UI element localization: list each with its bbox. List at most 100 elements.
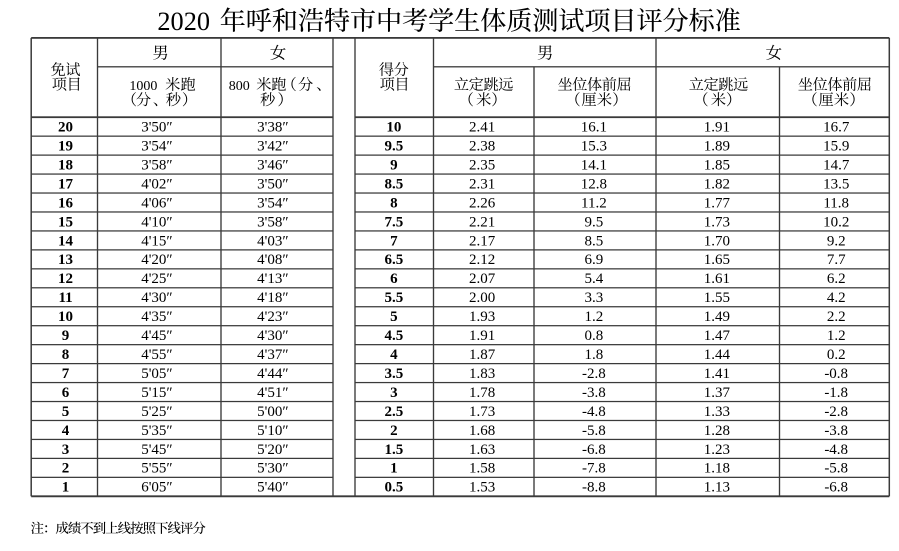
svg-text:4'03″: 4'03″: [257, 233, 288, 249]
svg-text:2.5: 2.5: [384, 404, 403, 420]
svg-text:1.41: 1.41: [704, 366, 730, 382]
svg-text:1.68: 1.68: [469, 423, 495, 439]
svg-text:16.7: 16.7: [823, 120, 850, 136]
svg-text:1.49: 1.49: [704, 309, 730, 325]
svg-text:4'51″: 4'51″: [257, 385, 288, 401]
svg-text:8: 8: [62, 347, 70, 363]
svg-text:1.61: 1.61: [704, 271, 730, 287]
svg-text:13.5: 13.5: [823, 176, 849, 192]
svg-text:3'58″: 3'58″: [141, 157, 172, 173]
svg-text:1.82: 1.82: [704, 176, 730, 192]
svg-text:-3.8: -3.8: [824, 423, 848, 439]
svg-text:3'58″: 3'58″: [257, 214, 288, 230]
svg-text:1.2: 1.2: [827, 328, 846, 344]
svg-text:1.77: 1.77: [704, 195, 731, 211]
svg-text:1.53: 1.53: [469, 480, 495, 496]
svg-text:4'13″: 4'13″: [257, 271, 288, 287]
svg-text:4'55″: 4'55″: [141, 347, 172, 363]
svg-text:6: 6: [62, 385, 70, 401]
svg-text:4'45″: 4'45″: [141, 328, 172, 344]
svg-text:3'42″: 3'42″: [257, 138, 288, 154]
svg-text:-1.8: -1.8: [824, 385, 848, 401]
svg-text:18: 18: [58, 157, 73, 173]
svg-text:6.2: 6.2: [827, 271, 846, 287]
svg-text:-2.8: -2.8: [582, 366, 606, 382]
svg-text:-5.8: -5.8: [824, 461, 848, 477]
svg-text:10: 10: [386, 120, 401, 136]
svg-text:5'00″: 5'00″: [257, 404, 288, 420]
svg-text:1.70: 1.70: [704, 233, 730, 249]
svg-text:1.28: 1.28: [704, 423, 730, 439]
svg-text:5'45″: 5'45″: [141, 442, 172, 458]
svg-text:7: 7: [62, 366, 70, 382]
svg-text:1.91: 1.91: [469, 328, 495, 344]
svg-text:2.12: 2.12: [469, 252, 495, 268]
svg-text:4'35″: 4'35″: [141, 309, 172, 325]
svg-text:8.5: 8.5: [585, 233, 604, 249]
svg-text:4'23″: 4'23″: [257, 309, 288, 325]
svg-text:5'40″: 5'40″: [257, 480, 288, 496]
svg-text:1.55: 1.55: [704, 290, 730, 306]
svg-text:1000: 1000: [129, 79, 157, 94]
svg-text:800: 800: [229, 79, 250, 94]
svg-text:10.2: 10.2: [823, 214, 849, 230]
svg-text:4: 4: [390, 347, 398, 363]
svg-text:4'30″: 4'30″: [257, 328, 288, 344]
svg-text:5'15″: 5'15″: [141, 385, 172, 401]
svg-text:14.1: 14.1: [581, 157, 607, 173]
svg-text:2.17: 2.17: [469, 233, 496, 249]
svg-text:1.85: 1.85: [704, 157, 730, 173]
svg-text:9.2: 9.2: [827, 233, 846, 249]
svg-text:2.38: 2.38: [469, 138, 495, 154]
svg-text:5'30″: 5'30″: [257, 461, 288, 477]
svg-text:1.65: 1.65: [704, 252, 730, 268]
svg-text:4'30″: 4'30″: [141, 290, 172, 306]
svg-text:4.2: 4.2: [827, 290, 846, 306]
svg-text:13: 13: [58, 252, 73, 268]
svg-text:2.31: 2.31: [469, 176, 495, 192]
svg-text:7.5: 7.5: [384, 214, 403, 230]
svg-text:1.93: 1.93: [469, 309, 495, 325]
svg-text:0.2: 0.2: [827, 347, 846, 363]
svg-text:11.8: 11.8: [823, 195, 849, 211]
svg-text:11.2: 11.2: [581, 195, 607, 211]
svg-text:3'54″: 3'54″: [141, 138, 172, 154]
svg-text:1.13: 1.13: [704, 480, 730, 496]
svg-text:4: 4: [62, 423, 70, 439]
svg-text:16: 16: [58, 195, 74, 211]
svg-text:3'54″: 3'54″: [257, 195, 288, 211]
svg-text:16.1: 16.1: [581, 120, 607, 136]
svg-text:5'35″: 5'35″: [141, 423, 172, 439]
svg-text:1: 1: [62, 480, 70, 496]
svg-text:10: 10: [58, 309, 73, 325]
svg-text:2.26: 2.26: [469, 195, 496, 211]
svg-text:-7.8: -7.8: [582, 461, 606, 477]
svg-text:11: 11: [58, 290, 72, 306]
svg-text:19: 19: [58, 138, 73, 154]
svg-text:8: 8: [390, 195, 398, 211]
svg-text:5: 5: [390, 309, 398, 325]
svg-text:1.2: 1.2: [585, 309, 604, 325]
svg-text:-5.8: -5.8: [582, 423, 606, 439]
svg-text:4'06″: 4'06″: [141, 195, 172, 211]
svg-text:12: 12: [58, 271, 73, 287]
svg-text:-2.8: -2.8: [824, 404, 848, 420]
svg-text:1.83: 1.83: [469, 366, 495, 382]
svg-text:0.5: 0.5: [384, 480, 403, 496]
svg-text:0.8: 0.8: [585, 328, 604, 344]
svg-text:12.8: 12.8: [581, 176, 607, 192]
svg-text:2: 2: [390, 423, 398, 439]
svg-text:1.18: 1.18: [704, 461, 730, 477]
svg-text:9.5: 9.5: [585, 214, 604, 230]
svg-text:1.87: 1.87: [469, 347, 496, 363]
svg-text:1.58: 1.58: [469, 461, 495, 477]
svg-text:5.5: 5.5: [384, 290, 403, 306]
svg-text:1.44: 1.44: [704, 347, 731, 363]
svg-text:1.73: 1.73: [469, 404, 495, 420]
svg-text:5'10″: 5'10″: [257, 423, 288, 439]
svg-text:6'05″: 6'05″: [141, 480, 172, 496]
svg-text:1.23: 1.23: [704, 442, 730, 458]
svg-text:3: 3: [62, 442, 70, 458]
svg-text:17: 17: [58, 176, 74, 192]
svg-text:3'38″: 3'38″: [257, 120, 288, 136]
